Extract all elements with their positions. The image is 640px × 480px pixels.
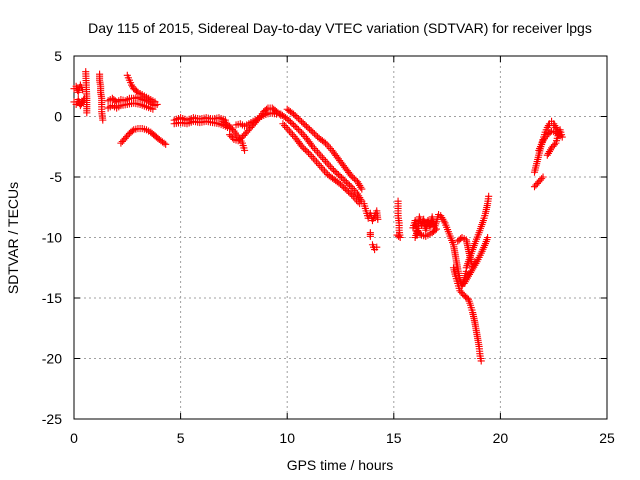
axis-ticks bbox=[73, 55, 608, 420]
data-point bbox=[263, 105, 271, 113]
y-axis-label: SDTVAR / TECUs bbox=[5, 182, 21, 294]
y-tick-labels: 5 0 -5 -10 -15 -20 -25 bbox=[42, 48, 62, 427]
x-tick-label: 10 bbox=[279, 430, 295, 446]
x-tick-labels: 0 5 10 15 20 25 bbox=[70, 430, 615, 446]
data-point bbox=[128, 127, 136, 135]
data-point bbox=[546, 128, 554, 136]
y-tick-label: -20 bbox=[42, 351, 62, 367]
y-tick-label: 5 bbox=[54, 48, 62, 64]
grid-lines bbox=[74, 56, 607, 419]
data-point bbox=[539, 173, 547, 181]
data-point bbox=[431, 226, 439, 234]
y-tick-label: -5 bbox=[50, 169, 63, 185]
data-point bbox=[162, 140, 170, 148]
x-tick-label: 15 bbox=[386, 430, 402, 446]
data-point bbox=[432, 225, 440, 233]
data-point bbox=[149, 105, 157, 113]
x-tick-label: 20 bbox=[493, 430, 509, 446]
y-tick-label: -15 bbox=[42, 290, 62, 306]
x-tick-label: 0 bbox=[70, 430, 78, 446]
data-point bbox=[237, 134, 245, 142]
x-tick-label: 25 bbox=[599, 430, 615, 446]
data-point bbox=[485, 192, 493, 200]
data-point bbox=[373, 243, 381, 251]
data-point bbox=[374, 215, 382, 223]
data-point bbox=[358, 185, 366, 193]
x-axis-label: GPS time / hours bbox=[287, 457, 394, 473]
data-point bbox=[393, 231, 401, 239]
data-point bbox=[366, 232, 374, 240]
data-point bbox=[153, 100, 161, 108]
data-point bbox=[99, 116, 107, 124]
data-point bbox=[241, 146, 249, 154]
x-tick-label: 5 bbox=[177, 430, 185, 446]
y-tick-label: -10 bbox=[42, 230, 62, 246]
y-tick-label: 0 bbox=[54, 109, 62, 125]
data-point bbox=[416, 230, 424, 238]
data-point bbox=[132, 87, 141, 95]
chart-title: Day 115 of 2015, Sidereal Day-to-day VTE… bbox=[88, 20, 592, 36]
data-point bbox=[83, 109, 91, 117]
data-point bbox=[477, 357, 485, 365]
data-point bbox=[484, 233, 492, 242]
data-point bbox=[558, 133, 566, 141]
data-points bbox=[70, 68, 566, 365]
y-tick-label: -25 bbox=[42, 411, 62, 427]
